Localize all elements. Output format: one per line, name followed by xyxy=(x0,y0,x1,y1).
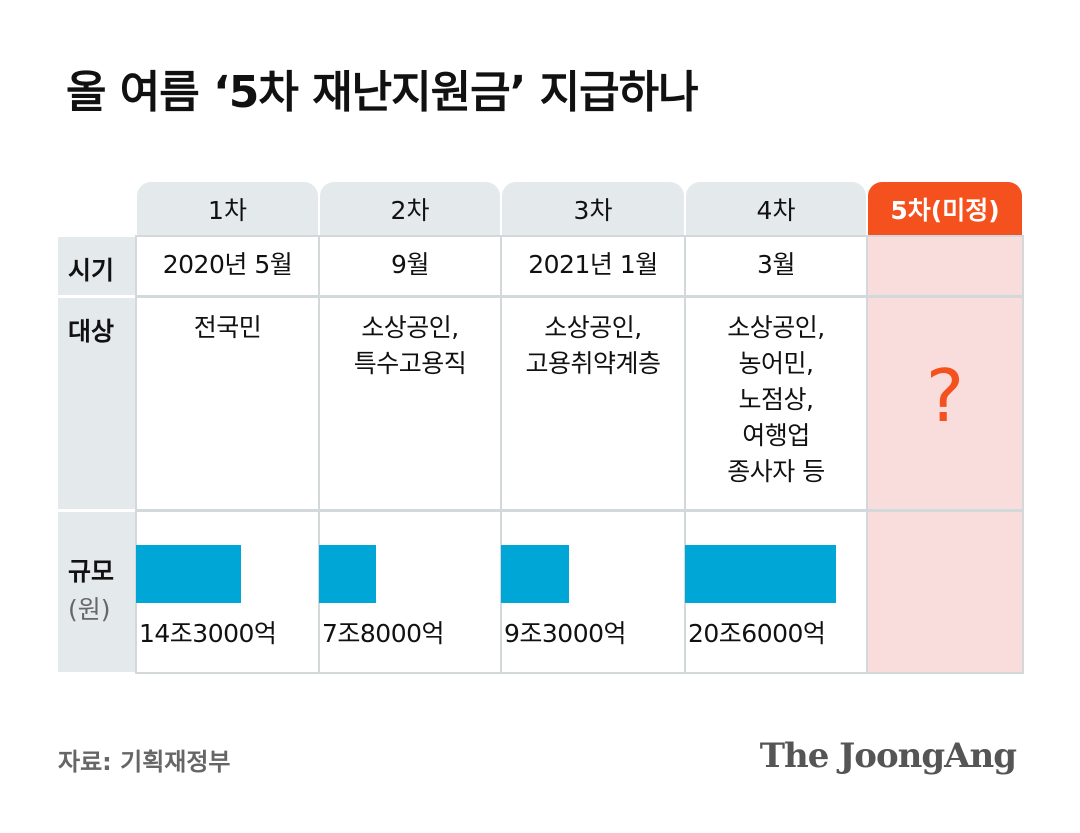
cell: 2021년 1월 xyxy=(500,235,686,297)
title: 올 여름 ‘5차 재난지원금’ 지급하나 xyxy=(66,67,699,118)
cell: 전국민 xyxy=(135,296,320,511)
question-mark: ? xyxy=(925,354,965,438)
column-header: 4차 xyxy=(686,182,866,235)
cell-text: 전국민 xyxy=(193,313,262,342)
column-header: 1차 xyxy=(137,182,318,235)
cell-text: 2020년 5월 xyxy=(162,250,293,279)
column-header: 3차 xyxy=(502,182,684,235)
column-header: 2차 xyxy=(320,182,500,235)
cell: 소상공인, 고용취약계층 xyxy=(500,296,686,511)
bar xyxy=(685,545,837,603)
bar xyxy=(136,545,241,603)
row-label: 규모 (원) xyxy=(58,512,135,672)
bar xyxy=(501,545,570,603)
cell-text: 소상공인, xyxy=(727,313,825,342)
row-label: 대상 xyxy=(58,298,135,509)
row-label-text: 규모 xyxy=(68,557,115,586)
row-label: 시기 xyxy=(58,237,135,295)
value-label: 20조6000억 xyxy=(688,619,826,648)
cell-text: 종사자 등 xyxy=(727,457,825,486)
value-label: 7조8000억 xyxy=(322,619,445,648)
cell-text: 3월 xyxy=(757,250,795,279)
cell: ? xyxy=(866,296,1024,511)
cell: 3월 xyxy=(684,235,868,297)
cell xyxy=(866,510,1024,674)
cell-text: 고용취약계층 xyxy=(525,349,661,378)
unit-label: (원) xyxy=(68,595,111,624)
value-label: 14조3000억 xyxy=(139,619,277,648)
value-label: 9조3000억 xyxy=(504,619,627,648)
row-label-text: 대상 xyxy=(68,317,115,346)
bar xyxy=(319,545,377,603)
cell-text: 소상공인, xyxy=(361,313,459,342)
logo: The JoongAng xyxy=(759,736,1017,776)
cell-text: 여행업 xyxy=(742,421,810,450)
cell-text: 특수고용직 xyxy=(353,349,467,378)
cell-text: 소상공인, xyxy=(544,313,642,342)
column-header: 5차(미정) xyxy=(868,182,1022,235)
cell: 소상공인, 특수고용직 xyxy=(318,296,502,511)
cell xyxy=(866,235,1024,297)
cell-text: 2021년 1월 xyxy=(528,250,658,279)
row-label-text: 시기 xyxy=(68,256,115,285)
cell-text: 9월 xyxy=(391,250,429,279)
source: 자료: 기획재정부 xyxy=(58,748,231,776)
cell: 9월 xyxy=(318,235,502,297)
cell-text: 농어민, xyxy=(738,349,814,378)
cell-text: 노점상, xyxy=(738,385,814,414)
cell: 2020년 5월 xyxy=(135,235,320,297)
